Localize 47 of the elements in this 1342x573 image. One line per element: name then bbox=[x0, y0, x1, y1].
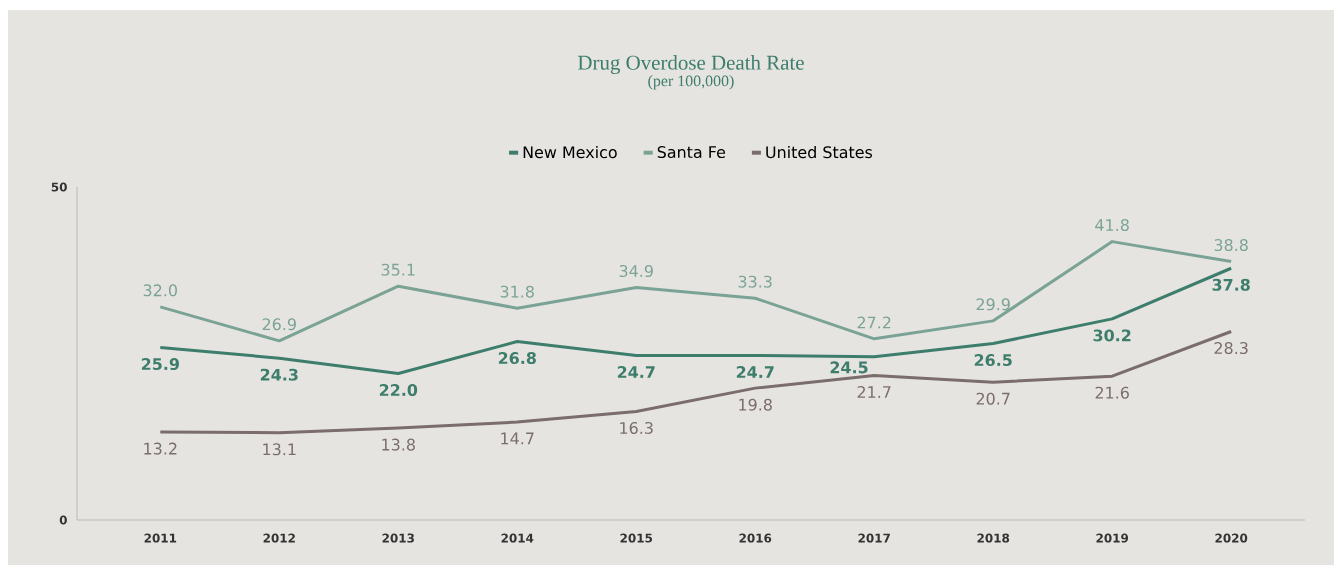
data-label: 20.7 bbox=[976, 392, 1010, 405]
x-tick-label: 2016 bbox=[739, 533, 772, 543]
legend-label: Santa Fe bbox=[657, 146, 726, 159]
data-label: 38.8 bbox=[1214, 239, 1248, 252]
y-tick-label: 0 bbox=[59, 515, 67, 525]
data-label: 34.9 bbox=[619, 264, 653, 278]
data-label: 28.3 bbox=[1214, 342, 1248, 355]
data-label: 35.1 bbox=[381, 263, 415, 276]
legend-label: United States bbox=[766, 145, 873, 159]
data-label: 13.2 bbox=[144, 442, 177, 455]
data-label: 24.5 bbox=[830, 361, 868, 374]
x-tick-label: 2011 bbox=[144, 533, 177, 543]
y-tick-label: 50 bbox=[51, 182, 67, 192]
data-label: 30.2 bbox=[1093, 329, 1131, 342]
data-label: 26.8 bbox=[498, 352, 536, 365]
data-label: 24.7 bbox=[736, 366, 774, 378]
data-label: 21.7 bbox=[857, 386, 891, 398]
x-tick-label: 2017 bbox=[858, 533, 890, 543]
legend-label: New Mexico bbox=[523, 145, 617, 159]
data-label: 22.0 bbox=[379, 384, 418, 397]
data-label: 33.3 bbox=[738, 275, 772, 288]
data-label: 31.8 bbox=[500, 285, 534, 298]
chart-subtitle: (per 100,000) bbox=[648, 75, 734, 90]
data-label: 25.9 bbox=[141, 358, 179, 371]
data-label: 26.9 bbox=[262, 318, 296, 331]
data-label: 26.5 bbox=[974, 354, 1012, 367]
data-label: 21.6 bbox=[1095, 386, 1129, 399]
x-tick-label: 2014 bbox=[501, 533, 534, 543]
x-tick-label: 2020 bbox=[1215, 533, 1248, 543]
data-label: 13.8 bbox=[382, 438, 415, 451]
data-label: 37.8 bbox=[1212, 278, 1250, 291]
data-label: 29.9 bbox=[976, 298, 1010, 311]
x-tick-label: 2013 bbox=[382, 533, 414, 543]
data-label: 13.1 bbox=[263, 443, 296, 456]
data-label: 24.3 bbox=[260, 368, 298, 381]
data-label: 19.8 bbox=[739, 398, 772, 411]
data-label: 16.3 bbox=[620, 421, 653, 435]
data-label: 24.7 bbox=[617, 366, 655, 378]
chart-title: Drug Overdose Death Rate bbox=[578, 55, 804, 75]
x-tick-label: 2018 bbox=[977, 533, 1010, 543]
data-label: 41.8 bbox=[1095, 219, 1129, 232]
data-label: 14.7 bbox=[501, 432, 534, 445]
x-tick-label: 2019 bbox=[1096, 533, 1129, 543]
x-tick-label: 2015 bbox=[620, 533, 653, 543]
data-label: 32.0 bbox=[143, 284, 177, 297]
x-tick-label: 2012 bbox=[263, 533, 295, 543]
data-label: 27.2 bbox=[857, 316, 891, 329]
